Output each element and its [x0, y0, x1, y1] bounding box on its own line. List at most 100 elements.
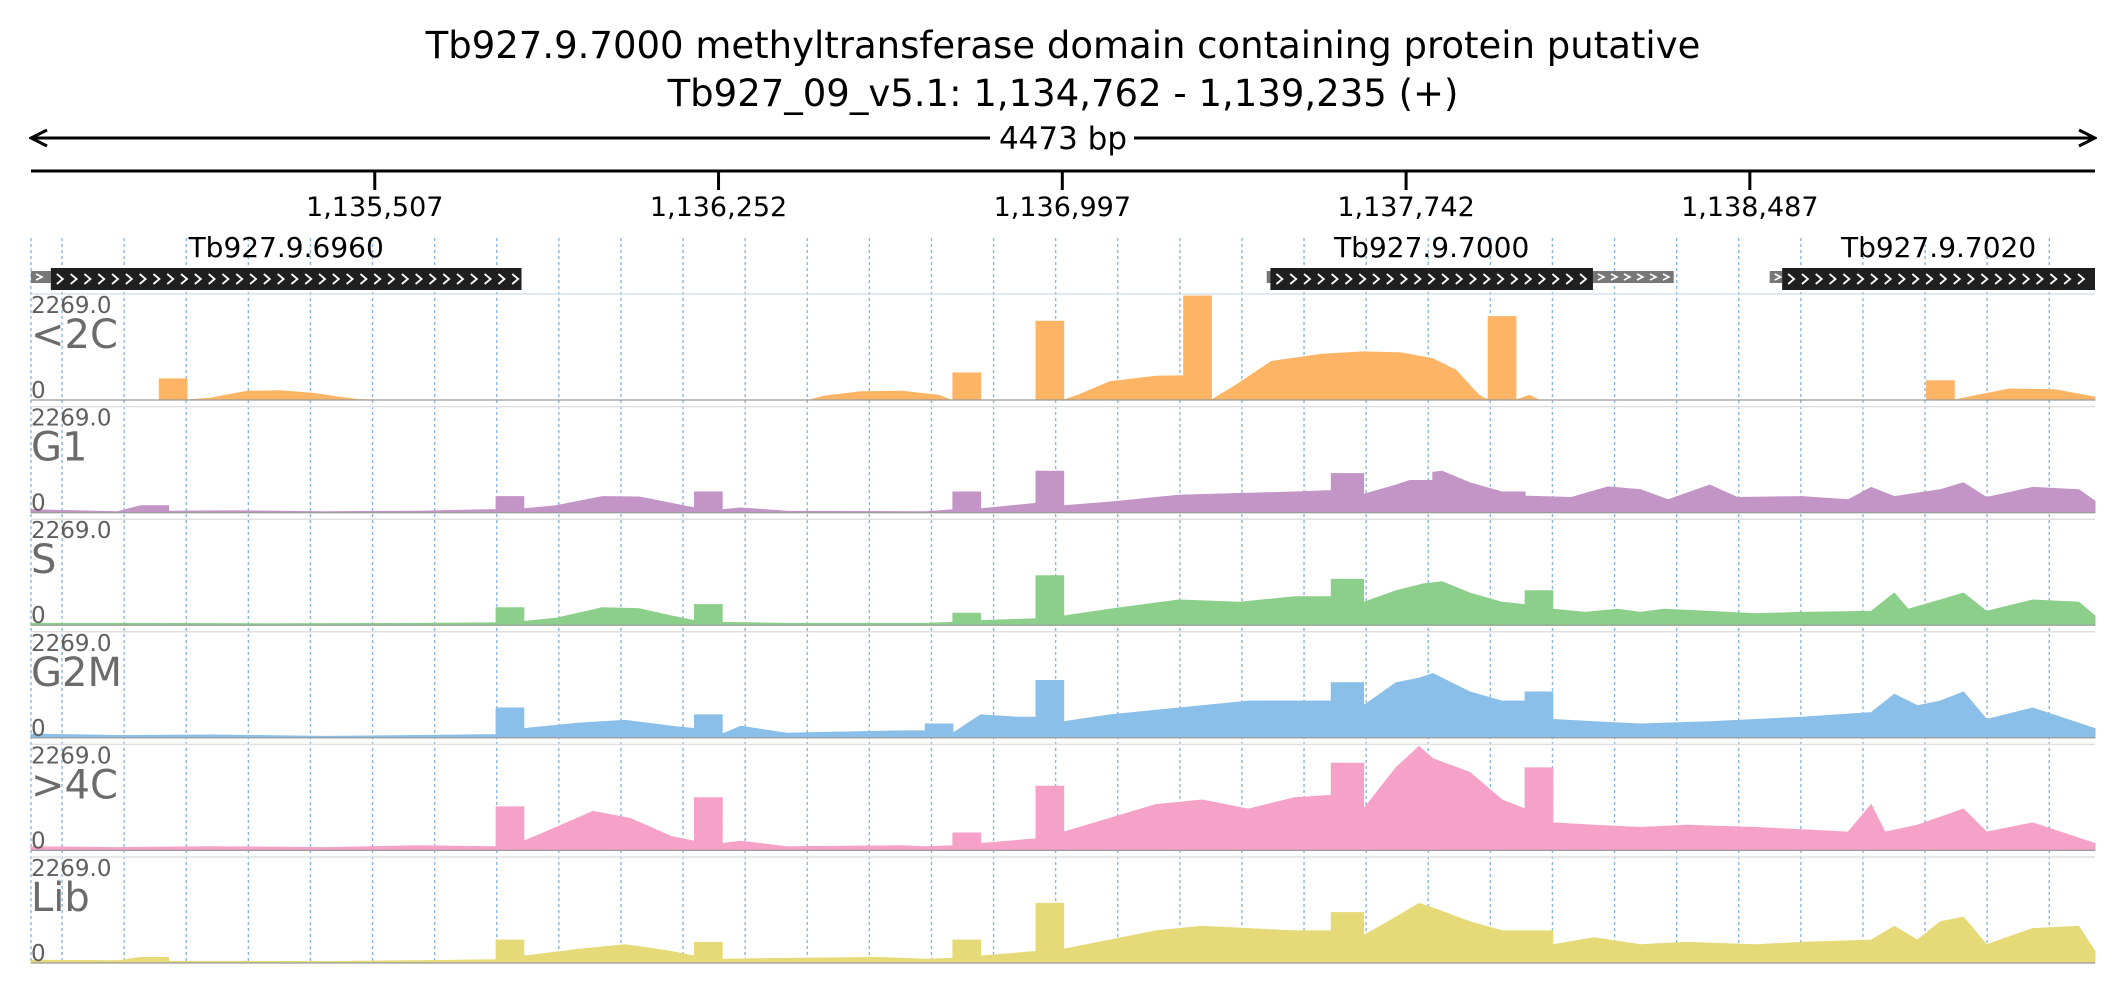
chevron: [111, 273, 120, 285]
chevron: [1413, 273, 1422, 285]
chevron: [97, 273, 106, 285]
chevron: [1386, 273, 1395, 285]
track-max-label: 2269.0: [31, 631, 111, 657]
gene-cds: [1270, 268, 1593, 290]
chevron: [415, 273, 424, 285]
chevron: [221, 273, 230, 285]
chevron: [1801, 273, 1810, 285]
coverage-tracks: 2269.0<2C02269.0G102269.0S02269.0G2M0226…: [30, 293, 2096, 967]
coverage-area: [30, 673, 2096, 739]
chevron: [1597, 273, 1606, 281]
chevron: [1289, 273, 1298, 285]
chevron: [1344, 273, 1353, 285]
chevron: [1538, 273, 1547, 285]
gene-feature: Tb927.9.7020: [1769, 231, 2095, 290]
chevron: [1815, 273, 1824, 285]
chevron: [194, 273, 203, 285]
chevron: [208, 273, 217, 285]
track-max-label: 2269.0: [31, 743, 111, 769]
gene-label: Tb927.9.7020: [1840, 231, 2036, 264]
gene-cds: [50, 268, 522, 290]
chevron: [304, 273, 313, 285]
track-name: G2M: [31, 650, 122, 696]
chevron: [1774, 273, 1783, 281]
chevron: [456, 273, 465, 285]
chevron: [1565, 273, 1574, 285]
gene-cds-chevrons: [56, 273, 520, 285]
chevron: [442, 273, 451, 285]
gene-cds: [1782, 268, 2095, 290]
chevron: [332, 273, 341, 285]
chevron: [511, 273, 520, 285]
span-label: 4473 bp: [999, 121, 1127, 157]
track-name: G1: [31, 425, 87, 471]
x-tick-label: 1,137,742: [1337, 192, 1474, 223]
gene-utr: [1266, 271, 1271, 283]
chevron: [1303, 273, 1312, 285]
track-min-label: 0: [31, 603, 46, 629]
track-name: S: [31, 537, 56, 583]
chevron: [2049, 273, 2058, 285]
coverage-area: [30, 902, 2096, 964]
gene-utr-chevrons: [1597, 273, 1671, 281]
figure-title-line2: Tb927_09_v5.1: 1,134,762 - 1,139,235 (+): [667, 72, 1459, 115]
chevron: [249, 273, 258, 285]
chevron: [1787, 273, 1796, 285]
gene-label: Tb927.9.6960: [188, 231, 384, 264]
coverage-area: [30, 575, 2096, 626]
chevron: [1649, 273, 1658, 281]
track-name: >4C: [31, 762, 118, 808]
chevron: [35, 273, 44, 281]
chevron: [263, 273, 272, 285]
chevron: [1870, 273, 1879, 285]
chevron: [1636, 273, 1645, 281]
chevron: [1427, 273, 1436, 285]
chevron: [1331, 273, 1340, 285]
chevron: [2022, 273, 2031, 285]
x-axis-ticks: 1,135,507 1,136,252 1,136,997 1,137,742 1,13…: [306, 171, 1819, 223]
chevron: [277, 273, 286, 285]
chevron: [1469, 273, 1478, 285]
track-min-label: 0: [31, 828, 46, 854]
chevron: [1953, 273, 1962, 285]
chevron: [139, 273, 148, 285]
chevron: [1579, 273, 1588, 285]
chevron: [2008, 273, 2017, 285]
span-label-bg: [990, 120, 1134, 156]
chevron: [1925, 273, 1934, 285]
chevron: [1510, 273, 1519, 285]
chevron: [387, 273, 396, 285]
track-min-label: 0: [31, 378, 46, 404]
coverage-track: 2269.0G1 0: [30, 406, 2096, 517]
gene-utr: [1592, 271, 1674, 283]
chevron: [1828, 273, 1837, 285]
track-min-label: 0: [31, 716, 46, 742]
chevron: [2063, 273, 2072, 285]
x-tick-label: 1,138,487: [1681, 192, 1818, 223]
gene-label: Tb927.9.7000: [1333, 231, 1529, 264]
chevron: [497, 273, 506, 285]
chevron: [2077, 273, 2086, 285]
coverage-area: [30, 470, 2096, 514]
chevron: [359, 273, 368, 285]
chevron: [166, 273, 175, 285]
chevron: [1897, 273, 1906, 285]
chevron: [484, 273, 493, 285]
chevron: [373, 273, 382, 285]
x-tick-label: 1,136,997: [994, 192, 1131, 223]
coverage-track: 2269.0S 0: [30, 518, 2096, 629]
coverage-track: 2269.0>4C 0: [30, 743, 2096, 854]
chevron: [1623, 273, 1632, 281]
chevron: [401, 273, 410, 285]
track-max-label: 2269.0: [31, 406, 111, 432]
chevron: [235, 273, 244, 285]
chevron: [1524, 273, 1533, 285]
chevron: [1372, 273, 1381, 285]
chevron: [1911, 273, 1920, 285]
track-name: Lib: [31, 875, 90, 921]
chevron: [1662, 273, 1671, 281]
gene-utr-chevrons: [35, 273, 44, 281]
